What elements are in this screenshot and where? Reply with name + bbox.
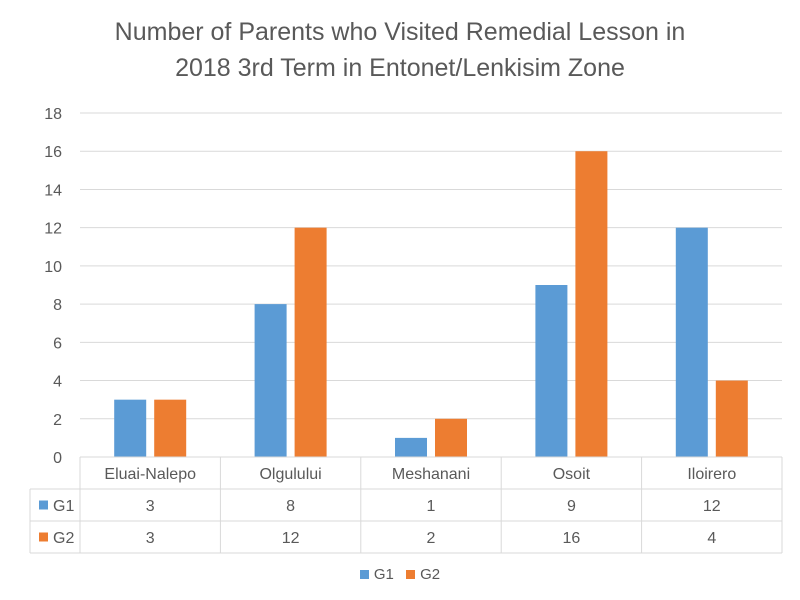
bar-g1-osoit bbox=[535, 285, 568, 457]
table-series-label-g1: G1 bbox=[53, 498, 74, 515]
bar-g2-eluai-nalepo bbox=[154, 399, 187, 457]
table-value-g2-iloirero: 4 bbox=[707, 530, 716, 547]
table-value-g2-meshanani: 2 bbox=[427, 530, 436, 547]
y-tick-label-8: 8 bbox=[53, 297, 62, 314]
y-tick-label-16: 16 bbox=[44, 144, 62, 161]
category-label-osoit: Osoit bbox=[553, 466, 591, 483]
y-tick-label-4: 4 bbox=[53, 374, 62, 391]
chart-title-line-1: Number of Parents who Visited Remedial L… bbox=[114, 18, 686, 46]
y-tick-label-18: 18 bbox=[44, 106, 62, 123]
bar-g2-iloirero bbox=[715, 380, 748, 457]
table-value-g1-iloirero: 12 bbox=[703, 498, 721, 515]
legend: G1 G2 bbox=[0, 566, 800, 583]
bar-g1-iloirero bbox=[675, 227, 708, 457]
category-label-meshanani: Meshanani bbox=[392, 466, 470, 483]
legend-label-g2: G2 bbox=[420, 566, 441, 583]
legend-item-g2: G2 bbox=[406, 566, 440, 583]
table-swatch-g1 bbox=[39, 500, 48, 510]
bar-g2-meshanani bbox=[435, 418, 467, 457]
table-value-g1-osoit: 9 bbox=[567, 498, 576, 515]
y-tick-label-12: 12 bbox=[44, 221, 62, 238]
category-label-eluai-nalepo: Eluai-Nalepo bbox=[104, 466, 196, 483]
bar-g1-eluai-nalepo bbox=[114, 399, 147, 457]
table-swatch-g2 bbox=[39, 532, 48, 542]
table-value-g2-olgulului: 12 bbox=[282, 530, 300, 547]
y-tick-label-10: 10 bbox=[44, 259, 62, 276]
chart-title: Number of Parents who Visited Remedial L… bbox=[0, 14, 800, 86]
bar-g1-meshanani bbox=[395, 437, 427, 457]
table-value-g1-eluai-nalepo: 3 bbox=[146, 498, 155, 515]
y-tick-label-0: 0 bbox=[53, 450, 62, 467]
y-tick-label-6: 6 bbox=[53, 335, 62, 352]
category-label-iloirero: Iloirero bbox=[687, 466, 736, 483]
bar-g2-osoit bbox=[575, 151, 608, 457]
bar-g2-olgulului bbox=[294, 227, 327, 457]
table-value-g1-meshanani: 1 bbox=[427, 498, 436, 515]
legend-item-g1: G1 bbox=[359, 566, 394, 583]
legend-label-g1: G1 bbox=[373, 566, 394, 583]
legend-swatch-g2 bbox=[406, 570, 416, 579]
table-value-g1-olgulului: 8 bbox=[286, 498, 295, 515]
y-tick-label-2: 2 bbox=[53, 412, 62, 429]
table-series-label-g2: G2 bbox=[53, 530, 74, 547]
table-value-g2-osoit: 16 bbox=[563, 530, 581, 547]
bar-g1-olgulului bbox=[254, 304, 287, 457]
legend-swatch-g1 bbox=[359, 570, 369, 579]
category-label-olgulului: Olgulului bbox=[259, 466, 321, 483]
table-value-g2-eluai-nalepo: 3 bbox=[146, 530, 155, 547]
chart-title-line-2: 2018 3rd Term in Entonet/Lenkisim Zone bbox=[175, 54, 625, 82]
y-tick-label-14: 14 bbox=[44, 182, 62, 199]
